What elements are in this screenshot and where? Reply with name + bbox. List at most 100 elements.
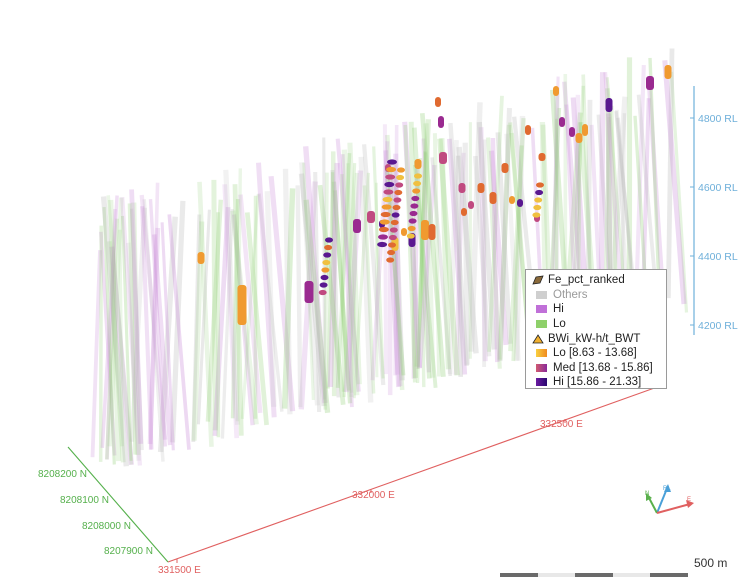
sample-disc — [388, 234, 397, 241]
legend-group2-title[interactable]: BWi_kW-h/t_BWT — [532, 331, 660, 346]
sample-disc — [381, 204, 392, 210]
drillhole-trace — [100, 195, 119, 449]
drillhole-trace — [468, 102, 483, 352]
legend-panel: Fe_pct_ranked Others Hi Lo BWi_kW-h/t_BW… — [525, 269, 667, 389]
drillhole-trace — [127, 203, 137, 455]
drillhole-traces — [90, 48, 689, 467]
drillhole-trace — [448, 122, 469, 367]
drillhole-trace — [264, 191, 277, 407]
drillhole-trace — [106, 241, 126, 463]
legend-item-bwi-med[interactable]: Med [13.68 - 15.86] — [536, 361, 660, 376]
sample-disc — [408, 218, 417, 224]
drillhole-trace — [430, 157, 452, 377]
drillhole-trace — [486, 137, 502, 369]
sample-cylinder — [582, 124, 588, 136]
northing-label: 8208000 N — [82, 521, 131, 532]
sample-cylinder — [197, 252, 205, 264]
sample-cylinder — [501, 163, 509, 173]
sample-cylinder — [439, 152, 447, 164]
legend-swatch — [536, 290, 547, 299]
drillhole-trace — [152, 234, 173, 446]
legend-swatch — [536, 363, 547, 372]
drillhole-trace — [495, 132, 513, 344]
drillhole-trace — [508, 117, 526, 352]
drillhole-trace — [107, 197, 124, 447]
sample-cylinder — [553, 86, 559, 96]
drillhole-trace — [191, 214, 202, 443]
drillhole-trace — [256, 162, 277, 418]
sample-cylinder — [569, 127, 575, 137]
drillhole-trace — [212, 206, 231, 437]
drillhole-trace — [148, 198, 167, 447]
sample-disc — [396, 174, 405, 181]
drillhole-trace — [100, 196, 129, 467]
legend-swatch — [536, 320, 547, 329]
drillhole-trace — [352, 172, 371, 399]
sample-disc — [321, 267, 330, 273]
drillhole-trace — [205, 199, 223, 422]
drillhole-trace — [347, 142, 362, 385]
sample-disc — [324, 244, 333, 251]
sample-disc — [323, 252, 332, 258]
sample-disc — [379, 219, 390, 225]
drillhole-trace — [197, 181, 214, 447]
gizmo-e-label: E — [687, 497, 691, 503]
legend-item-bwi-lo[interactable]: Lo [8.63 - 13.68] — [536, 346, 660, 361]
drillhole-trace — [341, 149, 360, 396]
sample-cylinder — [538, 153, 546, 161]
sample-disc — [386, 166, 397, 173]
drillhole-trace — [331, 181, 353, 404]
drillhole-trace — [211, 179, 218, 431]
sample-disc — [388, 242, 396, 248]
sample-disc — [414, 173, 422, 179]
drillhole-trace — [238, 194, 263, 414]
drillhole-trace — [157, 216, 178, 453]
drillhole-trace — [662, 60, 687, 305]
drillhole-trace — [327, 162, 340, 387]
sample-cylinder — [421, 220, 429, 240]
scale-bar — [500, 573, 688, 577]
drillhole-trace — [437, 138, 460, 376]
sample-disc — [391, 212, 400, 218]
legend-item-lo[interactable]: Lo — [536, 317, 660, 332]
legend-swatch — [536, 378, 547, 387]
sample-disc — [319, 282, 328, 288]
drillhole-trace — [335, 153, 352, 388]
easting-label: 332500 E — [540, 419, 583, 430]
sample-disc — [406, 233, 415, 239]
sample-cylinder — [428, 224, 436, 240]
drillhole-trace — [488, 150, 509, 346]
drillhole-trace — [140, 206, 154, 450]
legend-group1-title[interactable]: Fe_pct_ranked — [532, 273, 660, 288]
legend-item-label: Lo [8.63 - 13.68] — [553, 347, 637, 360]
orientation-gizmo[interactable]: N RL E — [645, 484, 694, 514]
legend-item-hi[interactable]: Hi — [536, 302, 660, 317]
drillhole-trace — [126, 242, 141, 461]
sample-disc — [380, 211, 391, 218]
drillhole-trace — [129, 207, 147, 442]
drillhole-trace — [358, 156, 374, 403]
rl-axis: 4800 RL 4600 RL 4400 RL 4200 RL — [690, 86, 738, 335]
drillhole-trace — [362, 144, 386, 386]
drillhole-trace — [349, 172, 359, 397]
legend-item-label: Hi — [553, 303, 564, 316]
sample-disc — [386, 257, 395, 263]
legend-item-others[interactable]: Others — [536, 288, 660, 303]
drillhole-trace — [303, 199, 331, 414]
sample-disc — [383, 189, 394, 195]
northing-label: 8208100 N — [60, 495, 109, 506]
sample-disc — [394, 189, 403, 196]
sample-disc — [392, 204, 401, 211]
drillhole-trace — [313, 171, 322, 413]
drillhole-trace — [633, 65, 646, 307]
drillhole-trace — [106, 195, 134, 465]
legend-item-label: Med [13.68 - 15.86] — [553, 361, 653, 374]
bwi-samples — [197, 65, 672, 325]
drillhole-trace — [223, 169, 241, 425]
drillhole-trace — [108, 199, 122, 462]
legend-item-bwi-hi[interactable]: Hi [15.86 - 21.33] — [536, 375, 660, 390]
sample-cylinder — [438, 116, 444, 128]
drillhole-trace — [403, 124, 417, 383]
drillhole-trace — [326, 172, 335, 389]
